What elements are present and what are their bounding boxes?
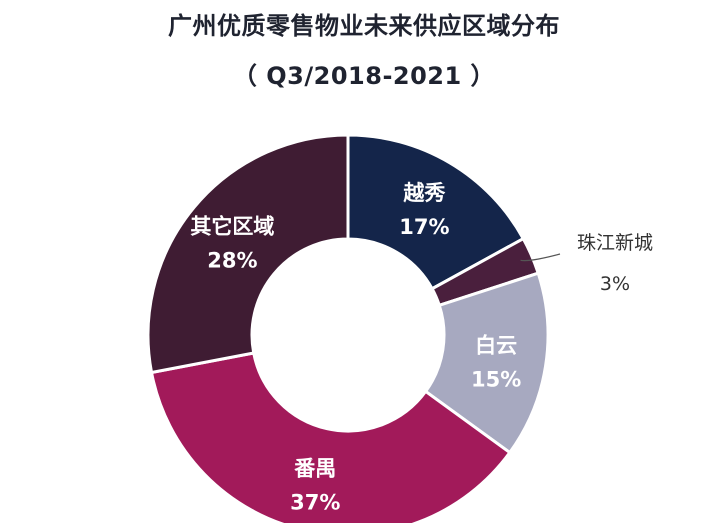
chart-subtitle: （ Q3/2018-2021 ）: [232, 62, 496, 90]
slice-0: [346, 133, 526, 291]
leader-line-1: [520, 253, 561, 262]
slice-label-0: 越秀: [402, 181, 445, 205]
slice-label-4: 其它区域: [190, 214, 274, 238]
slice-value-4: 28%: [207, 248, 257, 272]
slice-value-3: 37%: [290, 490, 340, 514]
slice-4: [146, 133, 350, 375]
slice-label-2: 白云: [475, 333, 517, 357]
slice-value-0: 17%: [399, 215, 449, 239]
slice-3: [149, 351, 512, 523]
slice-value-2: 15%: [471, 367, 521, 391]
slice-label-1: 珠江新城: [577, 232, 653, 254]
chart-title: 广州优质零售物业未来供应区域分布: [168, 12, 560, 40]
slice-value-1: 3%: [600, 273, 630, 295]
slice-label-3: 番禺: [293, 456, 336, 480]
